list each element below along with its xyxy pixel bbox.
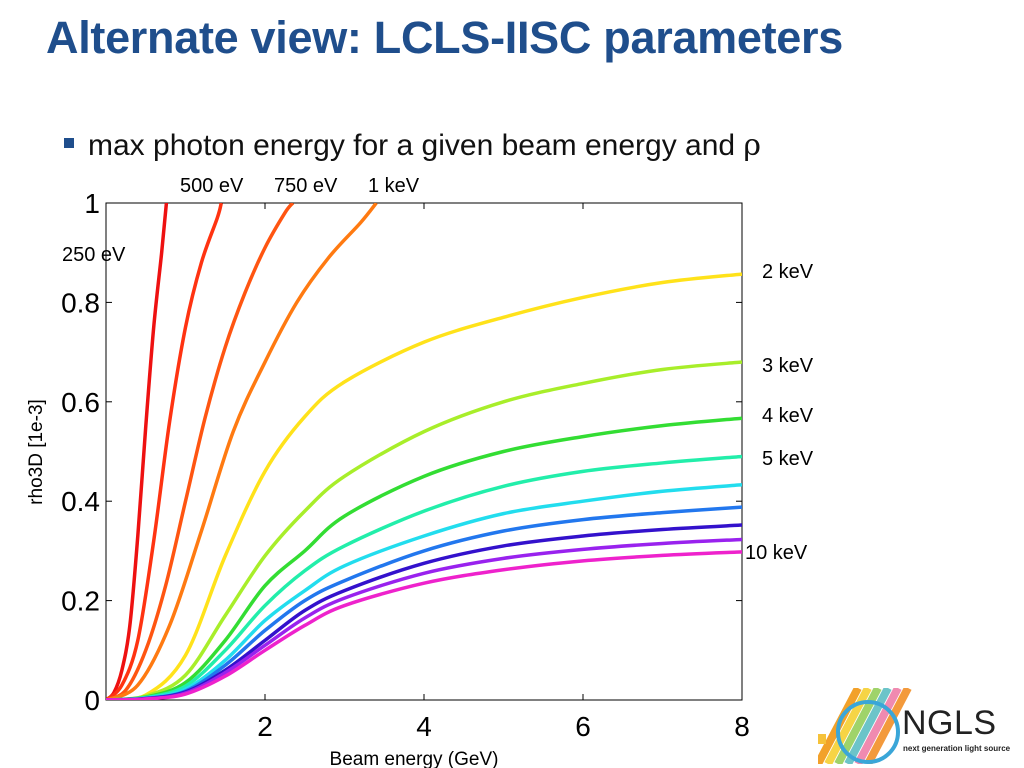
y-tick-label: 0.6 — [61, 387, 100, 418]
y-tick-label: 0 — [84, 685, 100, 716]
slide-title: Alternate view: LCLS-IISC parameters — [46, 12, 843, 63]
series-label: 4 keV — [762, 405, 814, 427]
series-line — [106, 454, 742, 700]
x-axis-label: Beam energy (GeV) — [330, 749, 499, 768]
series-line — [106, 203, 378, 700]
series-label: 3 keV — [762, 355, 814, 377]
series-line — [106, 360, 742, 700]
y-tick-label: 1 — [84, 188, 100, 219]
series-line — [106, 203, 295, 700]
series-label: 2 keV — [762, 261, 814, 283]
y-axis-label: rho3D [1e-3] — [26, 399, 47, 505]
x-tick-label: 6 — [575, 711, 591, 742]
x-tick-label: 2 — [257, 711, 273, 742]
plot-frame — [105, 202, 743, 701]
series-label: 10 keV — [745, 542, 808, 564]
series-line — [106, 203, 223, 700]
series-label: 5 keV — [762, 448, 814, 470]
series-line — [106, 416, 742, 700]
x-tick-label: 8 — [734, 711, 750, 742]
y-tick-label: 0.8 — [61, 287, 100, 318]
x-tick-label: 4 — [416, 711, 432, 742]
bullet-text: max photon energy for a given beam energ… — [88, 129, 744, 162]
y-tick-label: 0.2 — [61, 586, 100, 617]
bullet-square-icon — [64, 138, 74, 149]
series-line — [106, 483, 742, 700]
logo-name: NGLS — [902, 704, 997, 742]
series-line — [106, 203, 169, 700]
logo-subtitle: next generation light source — [903, 744, 1011, 753]
series-label: 750 eV — [274, 175, 338, 197]
series-label: 1 keV — [368, 175, 420, 197]
rho-symbol: ρ — [743, 128, 762, 163]
bullet-item: max photon energy for a given beam energ… — [64, 128, 761, 163]
series-label: 500 eV — [180, 175, 244, 197]
ngls-logo-icon — [818, 688, 912, 764]
series-line — [106, 272, 742, 700]
series-label: 250 eV — [62, 244, 126, 266]
series-line — [106, 550, 742, 700]
y-tick-label: 0.4 — [61, 486, 100, 517]
